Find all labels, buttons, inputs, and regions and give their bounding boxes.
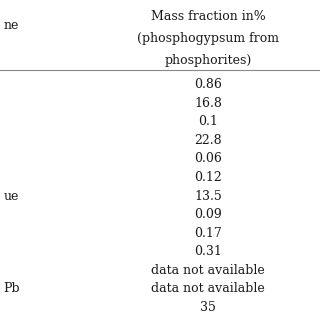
Text: data not available: data not available [151, 283, 265, 295]
Text: 35: 35 [200, 301, 216, 314]
Text: 0.06: 0.06 [194, 152, 222, 165]
Text: 13.5: 13.5 [194, 189, 222, 203]
Text: (phosphogypsum from: (phosphogypsum from [137, 32, 279, 45]
Text: 16.8: 16.8 [194, 97, 222, 109]
Text: Pb: Pb [3, 283, 20, 295]
Text: 0.09: 0.09 [194, 208, 222, 221]
Text: ne: ne [3, 19, 19, 32]
Text: 0.12: 0.12 [194, 171, 222, 184]
Text: 0.86: 0.86 [194, 78, 222, 91]
Text: 22.8: 22.8 [194, 134, 222, 147]
Text: 0.17: 0.17 [194, 227, 222, 240]
Text: ue: ue [3, 189, 19, 203]
Text: data not available: data not available [151, 264, 265, 277]
Text: 0.31: 0.31 [194, 245, 222, 258]
Text: phosphorites): phosphorites) [164, 54, 252, 68]
Text: Mass fraction in%: Mass fraction in% [151, 10, 265, 23]
Text: 0.1: 0.1 [198, 115, 218, 128]
